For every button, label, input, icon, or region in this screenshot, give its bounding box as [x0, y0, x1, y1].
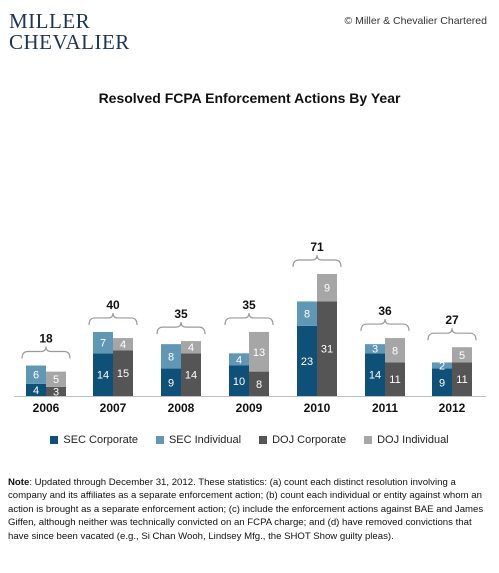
- total-label-2009: 35: [242, 298, 256, 312]
- data-label-doj-corporate-2012: 11: [456, 374, 467, 386]
- data-label-sec-corporate-2010: 23: [301, 356, 313, 368]
- legend-swatch-sec-corporate: [50, 436, 59, 444]
- total-label-2011: 36: [378, 304, 392, 318]
- bar-doj-corporate-2009: [249, 371, 269, 396]
- data-label-sec-individual-2007: 7: [100, 338, 106, 350]
- chart-title: Resolved FCPA Enforcement Actions By Yea…: [98, 90, 401, 106]
- logo-line-1: MILLER: [9, 9, 91, 33]
- legend-swatch-doj-corporate: [259, 436, 268, 444]
- total-brace-2012: [427, 328, 477, 341]
- legend-label-doj-individual: DOJ Individual: [377, 434, 449, 446]
- data-label-doj-corporate-2010: 31: [321, 344, 333, 356]
- x-tick-label-2007: 2007: [100, 401, 127, 415]
- data-label-doj-individual-2006: 5: [53, 374, 59, 386]
- total-brace-2006: [21, 346, 71, 359]
- data-label-sec-individual-2012: 2: [439, 361, 445, 373]
- data-label-sec-corporate-2007: 14: [97, 370, 109, 382]
- chart-legend: SEC Corporate SEC Individual DOJ Corporate…: [0, 434, 499, 446]
- legend-swatch-sec-individual: [155, 436, 164, 444]
- bar-doj-corporate-2011: [385, 362, 405, 396]
- data-label-doj-individual-2012: 5: [459, 350, 465, 362]
- bar-sec-corporate-2012: [432, 368, 452, 396]
- data-label-doj-individual-2009: 13: [253, 347, 265, 359]
- bar-sec-corporate-2009: [229, 365, 249, 396]
- bar-doj-corporate-2007: [113, 350, 133, 396]
- x-tick-label-2006: 2006: [33, 401, 60, 415]
- data-label-sec-corporate-2008: 9: [168, 377, 174, 389]
- bar-doj-corporate-2006: [46, 386, 66, 396]
- bar-doj-individual-2008: [181, 341, 201, 354]
- total-brace-2009: [224, 312, 274, 325]
- legend-item-doj-corporate: DOJ Corporate: [259, 434, 346, 446]
- footnote-text: : Updated through December 31, 2012. The…: [8, 477, 484, 542]
- data-label-doj-individual-2010: 9: [324, 283, 330, 295]
- x-tick-label-2009: 2009: [236, 401, 263, 415]
- bar-sec-individual-2008: [161, 344, 181, 369]
- bar-doj-corporate-2012: [452, 362, 472, 396]
- data-label-sec-corporate-2012: 9: [439, 377, 445, 389]
- data-label-sec-individual-2010: 8: [304, 309, 310, 321]
- legend-label-doj-corporate: DOJ Corporate: [272, 434, 347, 446]
- bar-sec-individual-2007: [93, 331, 113, 354]
- bar-doj-individual-2007: [113, 338, 133, 351]
- data-label-sec-corporate-2006: 4: [33, 385, 39, 397]
- footnote: Note: Updated through December 31, 2012.…: [8, 476, 492, 543]
- bar-doj-corporate-2008: [181, 353, 201, 396]
- data-label-doj-corporate-2009: 8: [256, 379, 262, 391]
- bar-sec-corporate-2008: [161, 368, 181, 396]
- footnote-label: Note: [8, 477, 30, 488]
- legend-item-doj-individual: DOJ Individual: [364, 434, 449, 446]
- bar-doj-individual-2012: [452, 347, 472, 363]
- legend-swatch-doj-individual: [364, 436, 373, 444]
- data-label-sec-individual-2009: 4: [236, 354, 242, 366]
- copyright-text: © Miller & Chevalier Chartered: [344, 15, 487, 27]
- total-brace-2008: [156, 322, 206, 335]
- data-label-sec-individual-2008: 8: [168, 351, 174, 363]
- data-label-sec-corporate-2009: 10: [233, 376, 245, 388]
- data-label-sec-corporate-2011: 14: [369, 370, 381, 382]
- legend-item-sec-individual: SEC Individual: [155, 434, 242, 446]
- bar-sec-corporate-2007: [93, 353, 113, 396]
- data-label-doj-corporate-2006: 3: [53, 386, 59, 398]
- total-label-2012: 27: [445, 313, 459, 327]
- data-label-doj-corporate-2011: 11: [389, 374, 400, 386]
- x-tick-label-2008: 2008: [168, 401, 195, 415]
- stacked-bar-chart: 4635182006147154402007981443520081048133…: [14, 240, 486, 415]
- bar-sec-individual-2012: [432, 362, 452, 369]
- data-label-doj-individual-2008: 4: [188, 342, 194, 354]
- bar-sec-individual-2010: [297, 301, 317, 326]
- data-label-sec-individual-2011: 3: [372, 344, 378, 356]
- data-label-doj-corporate-2008: 14: [185, 370, 197, 382]
- legend-label-sec-corporate: SEC Corporate: [63, 434, 138, 446]
- logo-line-2: CHEVALIER: [9, 30, 130, 54]
- x-tick-label-2010: 2010: [304, 401, 331, 415]
- bar-doj-individual-2010: [317, 274, 337, 302]
- bar-sec-individual-2009: [229, 353, 249, 366]
- legend-label-sec-individual: SEC Individual: [168, 434, 242, 446]
- data-label-doj-corporate-2007: 15: [117, 368, 129, 380]
- bar-sec-corporate-2006: [26, 383, 46, 396]
- bar-sec-individual-2006: [26, 365, 46, 384]
- bar-doj-individual-2009: [249, 331, 269, 372]
- total-label-2007: 40: [106, 298, 120, 312]
- data-label-sec-individual-2006: 6: [33, 370, 39, 382]
- bar-doj-individual-2011: [385, 338, 405, 363]
- bar-doj-corporate-2010: [317, 301, 337, 396]
- total-label-2010: 71: [310, 240, 324, 254]
- total-label-2008: 35: [174, 307, 188, 321]
- bar-sec-corporate-2011: [365, 353, 385, 396]
- data-label-doj-individual-2007: 4: [120, 339, 126, 351]
- total-brace-2007: [88, 312, 138, 325]
- x-tick-label-2011: 2011: [372, 401, 398, 415]
- data-label-doj-individual-2011: 8: [392, 345, 398, 357]
- bar-doj-individual-2006: [46, 371, 66, 387]
- total-label-2006: 18: [39, 332, 53, 346]
- company-logo: MILLER CHEVALIER: [9, 11, 130, 53]
- x-tick-label-2012: 2012: [439, 401, 466, 415]
- bar-sec-corporate-2010: [297, 325, 317, 396]
- total-brace-2010: [292, 254, 342, 268]
- total-brace-2011: [360, 319, 410, 332]
- bar-sec-individual-2011: [365, 344, 385, 354]
- legend-item-sec-corporate: SEC Corporate: [50, 434, 138, 446]
